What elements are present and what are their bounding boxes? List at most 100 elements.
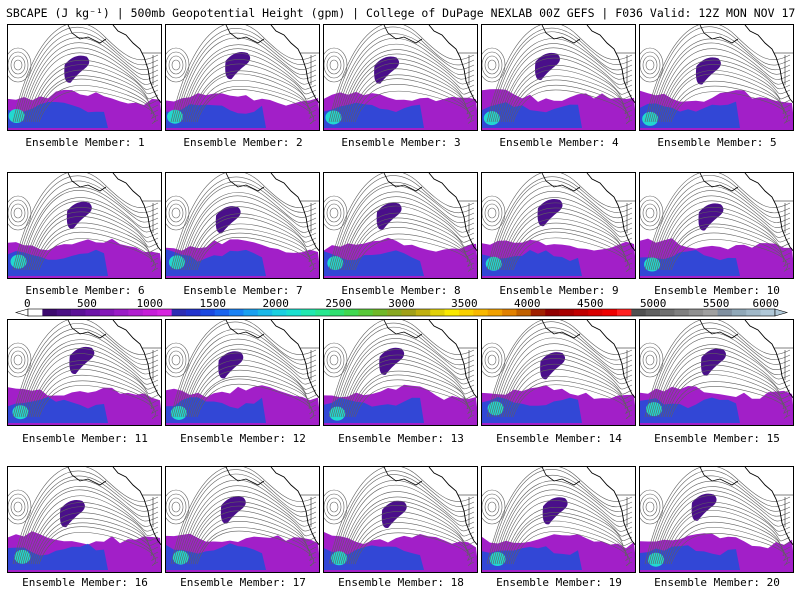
- coastline-alaska: [225, 320, 265, 339]
- colorbar-swatch: [142, 309, 158, 316]
- political-border: [142, 52, 161, 85]
- closed-low-contour: [640, 342, 664, 378]
- political-border: [774, 494, 793, 527]
- height-contour: [16, 32, 159, 123]
- colorbar-swatch: [545, 309, 560, 316]
- height-contour: [656, 54, 791, 123]
- political-border: [458, 52, 477, 85]
- height-contour: [14, 470, 159, 565]
- coastline-alaska: [383, 173, 423, 192]
- colorbar-swatch: [85, 309, 101, 316]
- colorbar-tick-label: 2500: [325, 297, 352, 310]
- height-contour: [664, 223, 791, 271]
- closed-low-contour: [487, 207, 497, 219]
- height-contour: [506, 515, 633, 565]
- height-contour: [644, 467, 791, 565]
- height-contour: [506, 222, 633, 271]
- closed-low-contour: [10, 203, 26, 223]
- height-contour: [490, 474, 633, 565]
- height-contour: [500, 353, 633, 418]
- height-contour: [350, 374, 475, 418]
- height-contour: [336, 338, 475, 418]
- coastline-alaska: [67, 320, 107, 339]
- coastline-alaska: [383, 320, 423, 339]
- height-contour: [664, 516, 791, 565]
- political-border: [616, 347, 635, 380]
- closed-low-contour: [642, 350, 658, 370]
- closed-low-contour: [324, 489, 348, 525]
- colorbar-swatch: [703, 309, 718, 316]
- map-panel-graphic: [166, 467, 319, 572]
- coastline-alaska: [383, 25, 423, 44]
- height-contour: [350, 78, 475, 123]
- closed-low-contour: [640, 199, 661, 227]
- height-contour: [650, 38, 791, 123]
- height-contour: [182, 496, 317, 565]
- map-panel-graphic: [324, 320, 477, 425]
- political-border: [300, 494, 319, 527]
- height-contour: [504, 511, 633, 565]
- height-contour: [488, 469, 633, 565]
- ensemble-member-label: Ensemble Member: 7: [183, 284, 303, 297]
- closed-low-contour: [484, 497, 500, 517]
- ensemble-member-label: Ensemble Member: 4: [499, 136, 619, 149]
- height-contour: [180, 48, 317, 123]
- colorbar-swatch: [56, 309, 72, 316]
- colorbar-swatch: [42, 309, 58, 316]
- map-panel-graphic: [8, 25, 161, 130]
- colorbar-swatch: [487, 309, 503, 316]
- ensemble-map-19: [481, 466, 636, 573]
- height-contour: [22, 197, 159, 271]
- height-contour: [354, 90, 475, 124]
- colorbar-swatch: [344, 309, 359, 316]
- height-contour: [20, 42, 159, 123]
- height-contour: [336, 43, 475, 123]
- height-contour: [12, 25, 159, 123]
- coastline-alaska: [699, 25, 739, 44]
- map-panel-graphic: [640, 320, 793, 425]
- height-contour: [486, 467, 633, 565]
- height-contour: [340, 201, 475, 271]
- coastline-alaska: [225, 467, 265, 486]
- height-contour: [34, 78, 159, 123]
- height-contour: [654, 195, 791, 271]
- cape-blob: [542, 497, 568, 525]
- height-contour: [190, 73, 317, 123]
- ensemble-member-label: Ensemble Member: 14: [496, 432, 622, 445]
- coastline-alaska: [541, 320, 581, 339]
- height-contour: [490, 180, 633, 271]
- colorbar-swatch: [458, 309, 474, 316]
- height-contour: [654, 344, 791, 418]
- height-contour: [668, 527, 791, 565]
- height-contour: [36, 526, 159, 565]
- closed-low-contour: [10, 55, 26, 75]
- map-panel-graphic: [482, 173, 635, 278]
- closed-low-contour: [482, 489, 506, 525]
- political-border: [774, 200, 793, 233]
- closed-low-contour: [10, 350, 26, 370]
- map-panel-graphic: [482, 467, 635, 572]
- closed-low-contour: [484, 350, 500, 370]
- height-contour: [660, 211, 791, 271]
- height-contour: [180, 490, 317, 565]
- height-contour: [192, 79, 317, 123]
- height-contour: [494, 337, 633, 418]
- height-contour: [180, 344, 317, 418]
- colorbar-swatch: [257, 309, 273, 316]
- height-contour: [660, 360, 791, 418]
- closed-low-contour: [8, 489, 32, 525]
- ensemble-map-11: [7, 319, 162, 426]
- height-contour: [192, 520, 317, 565]
- closed-low-contour: [482, 493, 503, 521]
- height-contour: [650, 185, 791, 271]
- ensemble-map-18: [323, 466, 478, 573]
- height-contour: [12, 173, 159, 271]
- closed-low-contour: [487, 354, 497, 366]
- ensemble-member-label: Ensemble Member: 5: [657, 136, 777, 149]
- ensemble-member-label: Ensemble Member: 1: [25, 136, 145, 149]
- height-contour: [648, 32, 791, 123]
- political-border: [142, 347, 161, 380]
- height-contour: [194, 232, 317, 271]
- height-contour: [490, 327, 633, 418]
- height-contour: [352, 379, 475, 418]
